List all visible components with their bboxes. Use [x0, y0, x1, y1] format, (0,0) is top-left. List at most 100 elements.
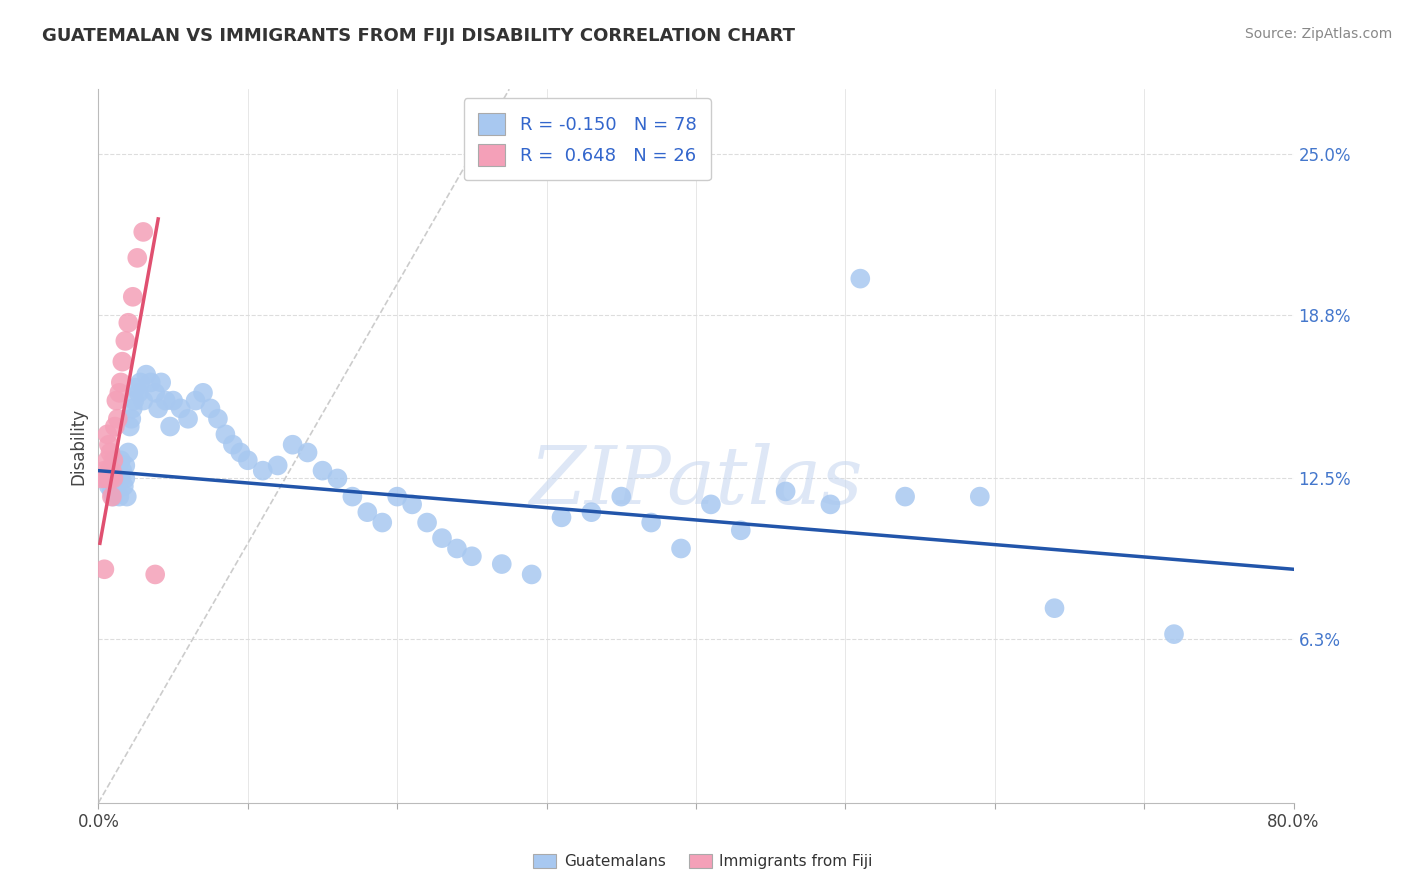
Point: [214, 427, 236, 442]
Point: [127, 251, 149, 265]
Point: [90, 471, 112, 485]
Point: [491, 557, 513, 571]
Point: [129, 376, 152, 390]
Point: [184, 393, 207, 408]
Point: [385, 490, 409, 504]
Point: [105, 479, 128, 493]
Point: [229, 445, 252, 459]
Point: [115, 490, 138, 504]
Point: [236, 453, 259, 467]
Point: [143, 567, 166, 582]
Point: [430, 531, 453, 545]
Point: [105, 393, 128, 408]
Point: [110, 453, 132, 467]
Point: [114, 458, 136, 473]
Point: [700, 497, 723, 511]
Point: [169, 401, 191, 416]
Point: [114, 334, 136, 348]
Point: [640, 516, 662, 530]
Point: [371, 516, 394, 530]
Point: [103, 471, 125, 485]
Point: [669, 541, 692, 556]
Point: [103, 490, 125, 504]
Point: [94, 471, 117, 485]
Point: [155, 393, 177, 408]
Point: [101, 464, 124, 478]
Point: [139, 376, 162, 390]
Legend: R = -0.150   N = 78, R =  0.648   N = 26: R = -0.150 N = 78, R = 0.648 N = 26: [464, 98, 711, 180]
Point: [297, 445, 319, 459]
Point: [150, 376, 173, 390]
Text: GUATEMALAN VS IMMIGRANTS FROM FIJI DISABILITY CORRELATION CHART: GUATEMALAN VS IMMIGRANTS FROM FIJI DISAB…: [42, 27, 796, 45]
Point: [93, 562, 115, 576]
Point: [461, 549, 484, 564]
Point: [820, 497, 842, 511]
Point: [132, 225, 155, 239]
Point: [121, 290, 143, 304]
Point: [132, 393, 155, 408]
Point: [111, 354, 134, 368]
Point: [342, 490, 364, 504]
Point: [97, 464, 120, 478]
Point: [110, 471, 132, 485]
Point: [252, 464, 274, 478]
Point: [162, 393, 184, 408]
Point: [135, 368, 157, 382]
Text: Source: ZipAtlas.com: Source: ZipAtlas.com: [1244, 27, 1392, 41]
Point: [207, 411, 229, 425]
Point: [550, 510, 572, 524]
Point: [125, 381, 148, 395]
Point: [446, 541, 468, 556]
Point: [124, 393, 146, 408]
Point: [143, 385, 166, 400]
Point: [117, 445, 139, 459]
Point: [96, 427, 118, 442]
Point: [104, 453, 127, 467]
Point: [281, 438, 304, 452]
Point: [111, 464, 134, 478]
Point: [117, 316, 139, 330]
Point: [101, 484, 124, 499]
Point: [326, 471, 349, 485]
Point: [849, 271, 872, 285]
Point: [356, 505, 378, 519]
Point: [100, 471, 122, 485]
Point: [107, 411, 129, 425]
Point: [94, 471, 117, 485]
Point: [1043, 601, 1066, 615]
Point: [191, 385, 214, 400]
Text: ZIPatlas: ZIPatlas: [529, 443, 863, 520]
Point: [110, 376, 132, 390]
Point: [177, 411, 200, 425]
Point: [96, 453, 118, 467]
Point: [120, 411, 142, 425]
Point: [101, 490, 124, 504]
Point: [103, 458, 125, 473]
Point: [267, 458, 290, 473]
Point: [401, 497, 423, 511]
Point: [97, 438, 120, 452]
Point: [114, 471, 136, 485]
Point: [416, 516, 439, 530]
Point: [107, 458, 129, 473]
Point: [108, 490, 131, 504]
Point: [93, 464, 115, 478]
Point: [100, 464, 122, 478]
Point: [311, 464, 333, 478]
Point: [520, 567, 543, 582]
Point: [159, 419, 181, 434]
Point: [775, 484, 797, 499]
Point: [104, 419, 127, 434]
Point: [610, 490, 633, 504]
Point: [969, 490, 991, 504]
Point: [581, 505, 603, 519]
Point: [107, 471, 129, 485]
Point: [118, 419, 141, 434]
Point: [103, 453, 125, 467]
Point: [100, 445, 122, 459]
Point: [1163, 627, 1185, 641]
Y-axis label: Disability: Disability: [69, 408, 87, 484]
Point: [103, 471, 125, 485]
Point: [97, 479, 120, 493]
Point: [894, 490, 917, 504]
